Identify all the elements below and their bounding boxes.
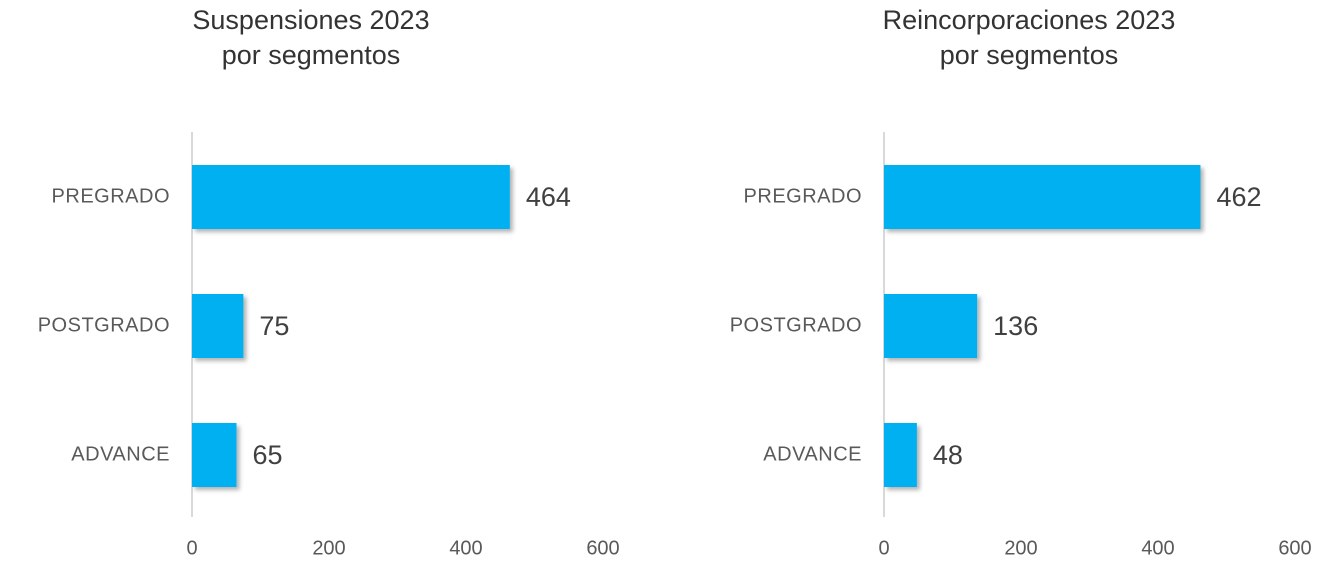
bar — [884, 165, 1201, 229]
x-tick-label: 0 — [878, 537, 889, 559]
value-label: 65 — [253, 440, 283, 470]
category-label: POSTGRADO — [38, 314, 170, 336]
category-label: PREGRADO — [744, 185, 862, 207]
value-label: 464 — [526, 182, 571, 212]
bar — [192, 294, 244, 358]
category-label: ADVANCE — [763, 443, 862, 465]
bar — [884, 294, 978, 358]
category-label: PREGRADO — [52, 185, 170, 207]
chart-title: por segmentos — [222, 40, 401, 70]
chart-title: Reincorporaciones 2023 — [883, 5, 1176, 35]
x-tick-label: 600 — [586, 537, 619, 559]
category-label: ADVANCE — [71, 443, 170, 465]
x-tick-label: 400 — [449, 537, 482, 559]
x-tick-label: 200 — [1004, 537, 1037, 559]
value-label: 136 — [993, 311, 1038, 341]
x-tick-label: 400 — [1141, 537, 1174, 559]
value-label: 462 — [1216, 182, 1261, 212]
value-label: 48 — [933, 440, 963, 470]
x-tick-label: 200 — [312, 537, 345, 559]
chart-title: Suspensiones 2023 — [192, 5, 429, 35]
category-label: POSTGRADO — [730, 314, 862, 336]
bar — [192, 423, 237, 487]
x-tick-label: 0 — [186, 537, 197, 559]
bar — [884, 423, 917, 487]
value-label: 75 — [259, 311, 289, 341]
x-tick-label: 600 — [1278, 537, 1311, 559]
bar — [192, 165, 510, 229]
chart-title: por segmentos — [940, 40, 1119, 70]
